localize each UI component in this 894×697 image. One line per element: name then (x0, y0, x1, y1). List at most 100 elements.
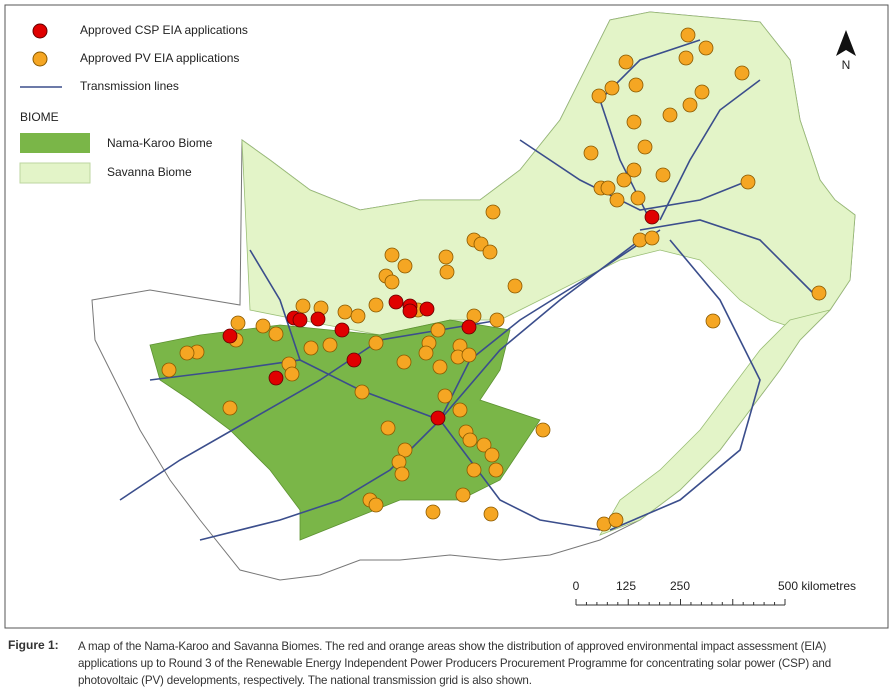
pv-site (396, 354, 412, 370)
legend-label: Approved CSP EIA applications (80, 23, 248, 37)
legend-label: Savanna Biome (107, 165, 192, 179)
pv-site (655, 167, 671, 183)
csp-site (388, 294, 404, 310)
pv-site (455, 487, 471, 503)
pv-site (626, 114, 642, 130)
nama-karoo-biome (149, 319, 541, 541)
pv-site (368, 497, 384, 513)
pv-site (662, 107, 678, 123)
pv-site (637, 139, 653, 155)
csp-site (222, 328, 238, 344)
transmission-line (149, 239, 641, 421)
caption-label: Figure 1: (8, 638, 59, 652)
pv-site (535, 422, 551, 438)
scale-label: 250 (670, 579, 690, 593)
pv-site (705, 313, 721, 329)
north-label: N (842, 58, 851, 72)
pv-site (439, 264, 455, 280)
csp-site (402, 303, 418, 319)
pv-site (694, 84, 710, 100)
transmission-line (609, 239, 761, 531)
pv-site (268, 326, 284, 342)
pv-site (740, 174, 756, 190)
pv-site (680, 27, 696, 43)
pv-site (507, 278, 523, 294)
pv-site (461, 347, 477, 363)
pv-site (591, 88, 607, 104)
pv-site (430, 322, 446, 338)
sites (161, 27, 827, 532)
pv-site (384, 274, 400, 290)
pv-site (628, 77, 644, 93)
pv-site (488, 462, 504, 478)
pv-site (600, 180, 616, 196)
pv-site (476, 437, 492, 453)
pv-site (734, 65, 750, 81)
pv-site (179, 345, 195, 361)
pv-site (230, 315, 246, 331)
pv-site (609, 192, 625, 208)
legend-csp-marker (32, 23, 48, 39)
pv-site (368, 335, 384, 351)
caption-text: A map of the Nama-Karoo and Savanna Biom… (78, 640, 831, 687)
pv-site (682, 97, 698, 113)
pv-site (482, 244, 498, 260)
csp-site (268, 370, 284, 386)
pv-site (425, 504, 441, 520)
csp-site (292, 312, 308, 328)
pv-site (618, 54, 634, 70)
pv-site (811, 285, 827, 301)
pv-site (583, 145, 599, 161)
transmission-line (659, 79, 761, 221)
scale-label: 125 (616, 579, 636, 593)
pv-site (354, 384, 370, 400)
pv-site (678, 50, 694, 66)
csp-site (346, 352, 362, 368)
csp-site (334, 322, 350, 338)
legend-pv-marker (32, 51, 48, 67)
pv-site (368, 297, 384, 313)
pv-site (295, 298, 311, 314)
scale-label: 500 kilometres (778, 579, 856, 593)
pv-site (350, 308, 366, 324)
legend-nama-swatch (20, 133, 90, 153)
legend-label: Transmission lines (80, 79, 179, 93)
pv-site (437, 388, 453, 404)
pv-site (608, 512, 624, 528)
pv-site (462, 432, 478, 448)
pv-site (630, 190, 646, 206)
pv-site (452, 402, 468, 418)
transmission-line (639, 219, 821, 301)
csp-site (430, 410, 446, 426)
pv-site (322, 337, 338, 353)
pv-site (616, 172, 632, 188)
pv-site (394, 466, 410, 482)
csp-site (461, 319, 477, 335)
scale-label: 0 (573, 579, 580, 593)
pv-site (432, 359, 448, 375)
transmission-line (519, 139, 751, 211)
scale-ticks (575, 599, 786, 605)
pv-site (380, 420, 396, 436)
transmission-line (439, 419, 601, 531)
pv-site (397, 442, 413, 458)
map: Approved CSP EIA applications Approved P… (4, 4, 889, 629)
pv-site (284, 366, 300, 382)
legend-savanna-swatch (19, 162, 91, 184)
pv-site (438, 249, 454, 265)
pv-site (466, 462, 482, 478)
pv-site (644, 230, 660, 246)
pv-site (604, 80, 620, 96)
csp-site (644, 209, 660, 225)
pv-site (384, 247, 400, 263)
csp-site (310, 311, 326, 327)
pv-site (337, 304, 353, 320)
legend-title: BIOME (20, 110, 59, 124)
pv-site (255, 318, 271, 334)
transmission-line (249, 249, 301, 361)
pv-site (418, 345, 434, 361)
pv-site (222, 400, 238, 416)
pv-site (698, 40, 714, 56)
pv-site (397, 258, 413, 274)
